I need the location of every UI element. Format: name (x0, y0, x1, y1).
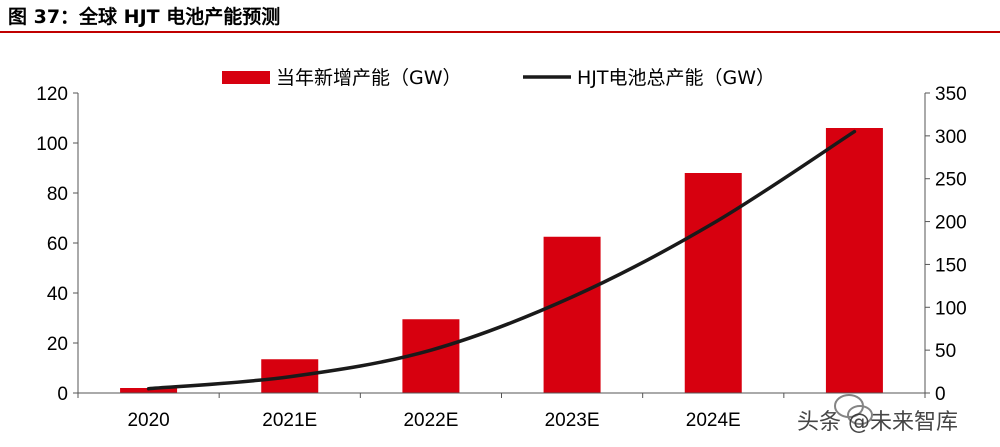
legend-bar-swatch (222, 71, 270, 84)
left-axis: 0 20 40 60 80 100 120 (36, 84, 79, 405)
right-tick-label: 300 (935, 127, 967, 148)
title-rule (0, 31, 1000, 33)
left-tick-label: 80 (47, 184, 68, 205)
x-axis: 2020 2021E 2022E 2023E 2024E (77, 392, 926, 431)
bar (120, 388, 178, 393)
bar (684, 173, 742, 393)
right-tick-label: 50 (935, 341, 956, 362)
right-tick-label: 200 (935, 213, 967, 234)
left-tick-label: 60 (47, 234, 68, 255)
wechat-logo-icon (834, 394, 873, 425)
figure-title: 图 37：全球 HJT 电池产能预测 (8, 6, 281, 28)
right-tick-label: 250 (935, 170, 967, 191)
right-tick-label: 150 (935, 255, 967, 276)
x-tick-label: 2020 (127, 410, 169, 431)
bar (543, 236, 601, 393)
left-tick-label: 0 (57, 384, 68, 405)
x-tick-label: 2024E (686, 410, 741, 431)
x-tick-label: 2023E (545, 410, 600, 431)
left-tick-label: 40 (47, 284, 68, 305)
legend-line-label: HJT电池总产能（GW） (577, 67, 775, 89)
total-capacity-line (146, 129, 857, 391)
left-tick-label: 20 (47, 334, 68, 355)
x-tick-label: 2021E (262, 410, 317, 431)
legend-bar-label: 当年新增产能（GW） (276, 67, 462, 89)
left-tick-label: 100 (36, 134, 68, 155)
left-tick-label: 120 (36, 84, 68, 105)
watermark: 头条 @未来智库 (797, 410, 958, 435)
line-series (146, 129, 857, 391)
right-tick-label: 100 (935, 298, 967, 319)
right-tick-label: 350 (935, 84, 967, 105)
right-axis: 0 50 100 150 200 250 300 350 (924, 84, 967, 405)
right-tick-label: 0 (935, 384, 946, 405)
x-tick-label: 2022E (403, 410, 458, 431)
bar-series (120, 128, 883, 393)
bar (825, 128, 883, 393)
legend: 当年新增产能（GW） HJT电池总产能（GW） (222, 67, 775, 89)
